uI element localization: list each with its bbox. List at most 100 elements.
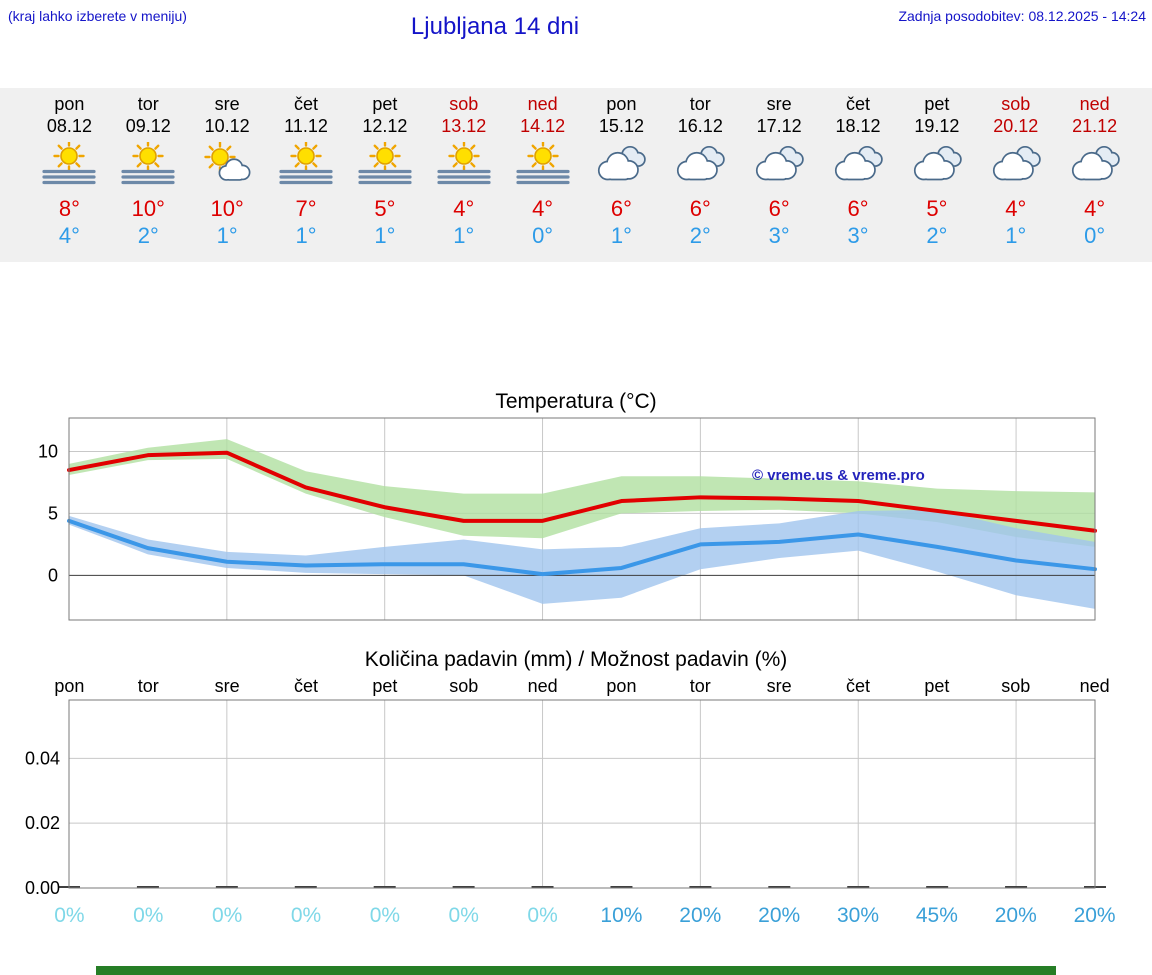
day-name: sob	[449, 94, 479, 114]
day-date: 11.12	[284, 116, 328, 136]
day-label: ned	[527, 676, 558, 696]
sun-fog-icon	[437, 142, 491, 185]
precip-chart-title: Količina padavin (mm) / Možnost padavin …	[364, 648, 788, 671]
low-temp: 0°	[532, 223, 554, 248]
low-temp: 1°	[1005, 223, 1027, 248]
day-date: 14.12	[520, 116, 566, 136]
day-name: tor	[689, 94, 711, 114]
day-label: tor	[137, 676, 159, 696]
day-column: pon 08.12 8° 4°	[30, 88, 109, 262]
day-date: 13.12	[441, 116, 487, 136]
day-name: pon	[606, 94, 637, 114]
weather-icon-wrap	[30, 139, 109, 191]
day-column: čet 18.12 6° 3°	[819, 88, 898, 262]
day-column: sre 17.12 6° 3°	[740, 88, 819, 262]
sun-fog-icon	[121, 142, 175, 185]
precip-percent: 0%	[133, 904, 164, 927]
low-temp: 3°	[768, 223, 790, 248]
precip-day-row: pon tor sre čet pet sob ned pon tor sre čet pet sob n…	[0, 676, 1152, 698]
sun-fog-icon	[358, 142, 412, 185]
weather-icon-wrap	[109, 139, 188, 191]
high-temp: 4°	[532, 196, 554, 221]
svg-text:0.00: 0.00	[25, 878, 60, 898]
precip-percent-row: 0% 0% 0% 0% 0% 0% 0% 10% 20% 20% 30% 45% 20% 20%	[0, 904, 1152, 931]
high-temp: 4°	[1005, 196, 1027, 221]
high-temp: 4°	[453, 196, 475, 221]
low-temp: 1°	[610, 223, 632, 248]
day-column: sob 13.12 4° 1°	[424, 88, 503, 262]
low-temp: 2°	[137, 223, 159, 248]
temp-chart-title: Temperatura (°C)	[495, 390, 657, 413]
day-name: ned	[1079, 94, 1110, 114]
weather-icon-wrap	[345, 139, 424, 191]
day-name: sob	[1001, 94, 1031, 114]
temperature-chart: 0 5 10 © vreme.us & vreme.pro	[38, 417, 1097, 621]
cloudy-icon	[756, 145, 804, 181]
low-temp: 3°	[847, 223, 869, 248]
day-date: 16.12	[677, 116, 723, 136]
high-temp: 8°	[58, 196, 80, 221]
precip-percent: 20%	[758, 904, 801, 927]
svg-text:10: 10	[38, 441, 58, 461]
day-name: pet	[924, 94, 950, 114]
precip-percent: 45%	[915, 904, 958, 927]
day-label: sob	[1001, 676, 1031, 696]
weather-icon-wrap	[582, 139, 661, 191]
svg-text:0.02: 0.02	[25, 813, 60, 833]
day-date: 15.12	[598, 116, 644, 136]
day-date: 12.12	[362, 116, 408, 136]
day-date: 21.12	[1072, 116, 1118, 136]
precip-chart: 0.00 0.02 0.04	[25, 699, 1106, 898]
day-label: pet	[924, 676, 950, 696]
chart-watermark: © vreme.us & vreme.pro	[752, 467, 925, 484]
day-date: 19.12	[914, 116, 960, 136]
weather-icon-wrap	[897, 139, 976, 191]
weather-icon-wrap	[188, 139, 267, 191]
day-column: pet 12.12 5° 1°	[345, 88, 424, 262]
sun-cloud-icon	[204, 142, 251, 181]
day-date: 09.12	[125, 116, 171, 136]
day-label: pon	[606, 676, 637, 696]
cloudy-icon	[834, 145, 883, 181]
precip-percent: 0%	[211, 904, 243, 927]
day-column: sob 20.12 4° 1°	[976, 88, 1055, 262]
day-label: ned	[1079, 676, 1110, 696]
day-column: tor 09.12 10° 2°	[109, 88, 188, 262]
high-temp: 10°	[131, 196, 165, 221]
high-temp: 5°	[374, 196, 396, 221]
high-temp: 6°	[768, 196, 790, 221]
day-date: 20.12	[993, 116, 1039, 136]
day-name: sre	[766, 94, 792, 114]
low-temp: 0°	[1084, 223, 1106, 248]
precip-percent: 20%	[1073, 904, 1116, 927]
day-label: pon	[54, 676, 85, 696]
precip-percent: 10%	[600, 904, 643, 927]
weather-icon-wrap	[976, 139, 1055, 191]
day-name: ned	[527, 94, 558, 114]
day-label: sob	[449, 676, 479, 696]
day-label: čet	[846, 676, 871, 696]
day-date: 18.12	[835, 116, 881, 136]
low-temp: 1°	[295, 223, 317, 248]
weather-icon-wrap	[740, 139, 819, 191]
day-column: tor 16.12 6° 2°	[661, 88, 740, 262]
last-update: Zadnja posodobitev: 08.12.2025 - 14:24	[898, 8, 1146, 24]
high-temp: 6°	[610, 196, 632, 221]
day-column: pet 19.12 5° 2°	[897, 88, 976, 262]
high-temp: 5°	[926, 196, 948, 221]
ad-banner[interactable]	[96, 966, 1056, 975]
weather-icon-wrap	[1055, 139, 1134, 191]
cloudy-icon	[913, 145, 962, 181]
precip-percent: 20%	[679, 904, 722, 927]
precip-percent: 0%	[54, 904, 85, 927]
day-label: čet	[294, 676, 319, 696]
precip-percent: 0%	[369, 904, 401, 927]
day-name: tor	[137, 94, 159, 114]
weather-icon-wrap	[424, 139, 503, 191]
low-temp: 1°	[216, 223, 238, 248]
day-name: čet	[846, 94, 871, 114]
low-temp: 1°	[453, 223, 475, 248]
sun-fog-icon	[515, 142, 570, 185]
cloudy-icon	[677, 145, 726, 181]
day-column: čet 11.12 7° 1°	[267, 88, 346, 262]
